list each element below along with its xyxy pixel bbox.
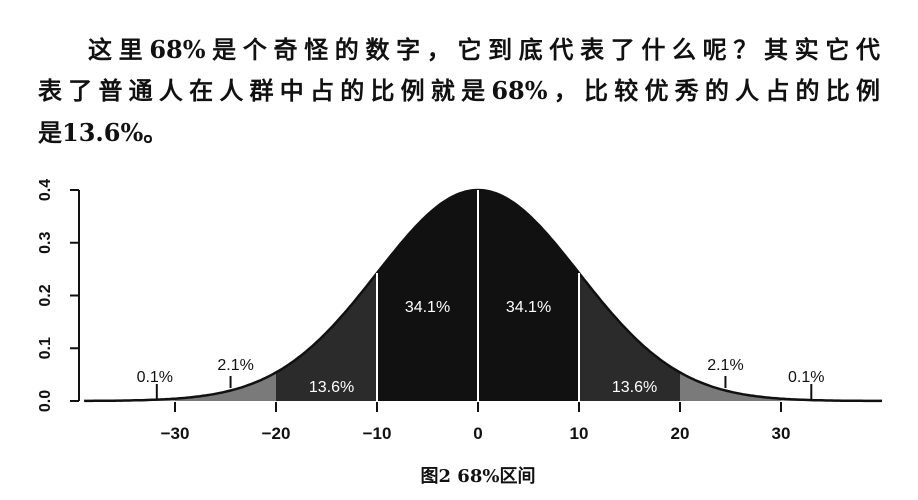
region-label: 2.1% [707, 357, 743, 374]
x-tick-label: 10 [570, 424, 589, 443]
figure-caption: 图2 68%区间 [420, 466, 536, 487]
region-fill-0 [377, 190, 478, 401]
x-tick-label: 30 [772, 424, 791, 443]
region-fill-4 [175, 372, 276, 401]
paragraph-line-1: 这里68%是个奇怪的数字，它到底代表了什么呢？其实它代 [88, 35, 880, 64]
region-label: 34.1% [405, 299, 450, 316]
region-fill-5 [680, 372, 781, 401]
region-label: 13.6% [309, 379, 354, 396]
y-tick-label: 0.1 [37, 337, 54, 359]
y-tick-label: 0.3 [37, 232, 54, 254]
y-tick-label: 0.0 [37, 390, 54, 412]
x-tick-label: −10 [363, 424, 392, 443]
x-tick-label: −20 [262, 424, 291, 443]
x-tick-label: −30 [161, 424, 190, 443]
paragraph-line-3: 是13.6%。 [38, 118, 168, 147]
region-label: 2.1% [217, 357, 253, 374]
region-label: 13.6% [612, 379, 657, 396]
region-label: 34.1% [506, 299, 551, 316]
region-fill-1 [478, 190, 579, 401]
y-tick-label: 0.2 [37, 284, 54, 306]
x-tick-label: 0 [473, 424, 482, 443]
region-label: 0.1% [137, 369, 173, 386]
density-curve [84, 188, 882, 403]
paragraph-line-2: 表了普通人在人群中占的比例就是68%，比较优秀的人占的比例 [38, 76, 880, 105]
x-tick-label: 20 [671, 424, 690, 443]
region-label: 0.1% [788, 369, 824, 386]
normal-distribution-chart: 0.0 0.1 0.2 0.3 0.4 −30 −20 −10 0 10 20 30 34.1% 34.1… [37, 179, 882, 443]
y-tick-label: 0.4 [37, 179, 54, 201]
